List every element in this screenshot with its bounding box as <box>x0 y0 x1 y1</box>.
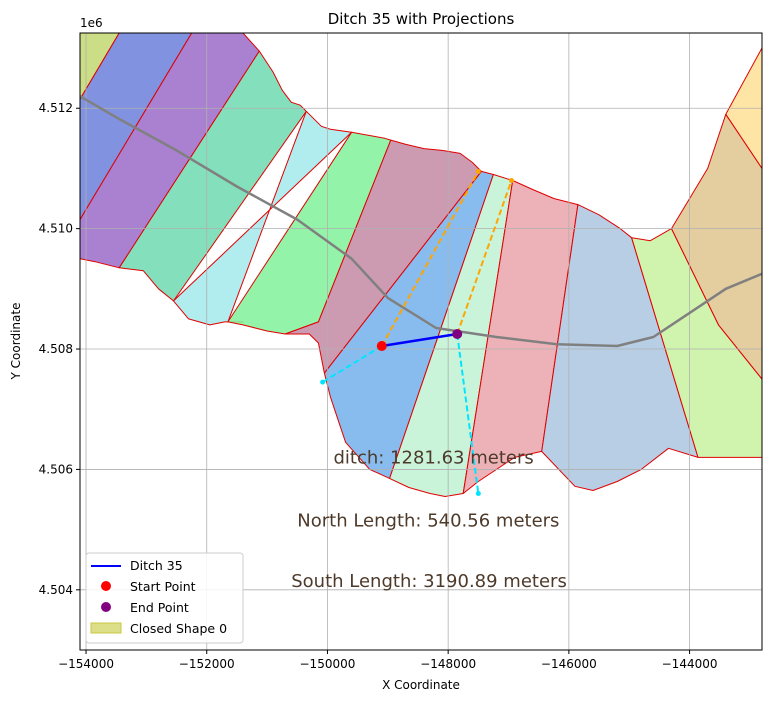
y-axis-label: Y Coordinate <box>9 303 23 381</box>
y-tick-label-4: 4.512 <box>39 101 73 115</box>
y-tick-label-0: 4.504 <box>39 583 73 597</box>
x-tick-label-2: −150000 <box>300 657 356 671</box>
end-point-marker <box>452 328 463 339</box>
north-projection-end-1 <box>509 177 515 183</box>
annotation-north-length: North Length: 540.56 meters <box>297 511 559 532</box>
legend-start-swatch <box>101 581 111 591</box>
north-projection-0 <box>380 170 480 347</box>
legend-end-swatch <box>101 602 111 612</box>
field-polygon-12 <box>671 113 762 380</box>
annotation-south-length: South Length: 3190.89 meters <box>291 571 567 592</box>
line-layer <box>80 95 762 496</box>
polygon-layer <box>80 33 762 497</box>
south-projection-end-0 <box>320 379 326 385</box>
legend: Ditch 35 Start Point End Point Closed Sh… <box>85 552 244 644</box>
x-tick-label-3: −148000 <box>420 657 476 671</box>
y-axis-offset-label: 1e6 <box>80 16 103 30</box>
legend-closed-shape-label: Closed Shape 0 <box>130 621 227 636</box>
x-tick-label-1: −152000 <box>179 657 235 671</box>
field-polygon-2 <box>80 33 260 269</box>
tick-layer: −154000 −152000 −150000 −148000 −146000 −1440… <box>39 101 718 671</box>
legend-box <box>85 552 244 644</box>
annotation-ditch-length: ditch: 1281.63 meters <box>333 447 533 468</box>
north-projection-1 <box>456 180 513 335</box>
x-tick-label-4: −146000 <box>541 657 597 671</box>
south-projection-0 <box>322 345 383 383</box>
start-point-marker <box>376 341 387 352</box>
legend-end-label: End Point <box>130 600 189 615</box>
y-tick-label-3: 4.510 <box>39 222 73 236</box>
ditch-line <box>381 332 458 348</box>
x-axis-label: X Coordinate <box>382 678 460 692</box>
centerline <box>80 95 762 348</box>
field-polygon-10 <box>541 204 699 491</box>
south-projection-end-1 <box>475 490 481 496</box>
legend-closed-shape-swatch <box>90 622 122 634</box>
legend-start-label: Start Point <box>130 579 196 594</box>
plot-frame <box>79 32 763 651</box>
y-tick-label-2: 4.508 <box>39 342 73 356</box>
chart-title: Ditch 35 with Projections <box>328 10 515 28</box>
grid-layer <box>80 33 762 650</box>
x-tick-label-0: −154000 <box>58 657 114 671</box>
north-projection-end-0 <box>475 168 481 174</box>
x-tick-label-5: −144000 <box>662 657 718 671</box>
y-tick-label-1: 4.506 <box>39 462 73 476</box>
legend-ditch-label: Ditch 35 <box>130 558 183 573</box>
